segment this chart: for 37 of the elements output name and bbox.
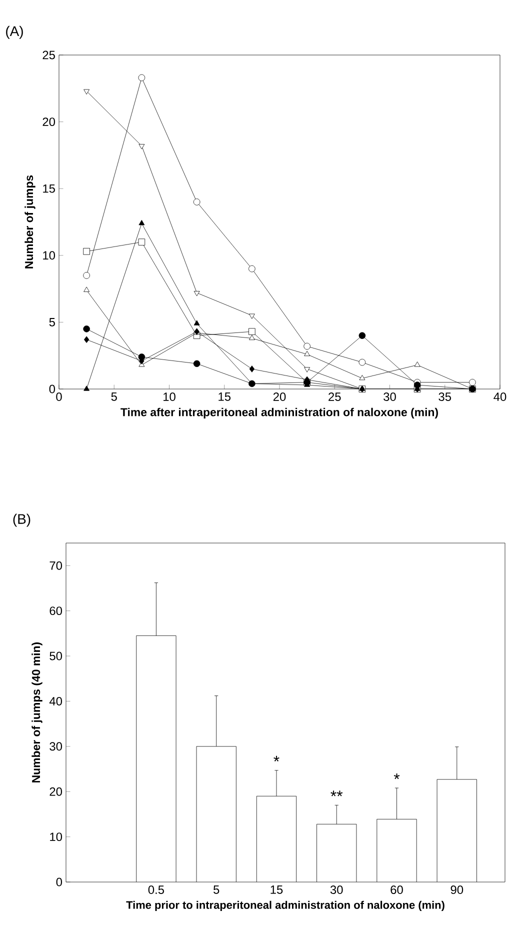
- annotation: **: [330, 790, 343, 796]
- y-tick-label: 30: [50, 742, 62, 751]
- x-tick-label: 30: [384, 392, 396, 401]
- x-tick-label: 25: [328, 392, 341, 401]
- x-tick-label: 20: [273, 392, 286, 401]
- y-tick-label: 60: [50, 606, 62, 616]
- y-tick-label: 40: [49, 696, 62, 706]
- x-tick-label: 0.5: [148, 886, 164, 894]
- y-tick-label: 20: [50, 787, 62, 796]
- y-axis-title: Number of jumps: [24, 175, 36, 268]
- chart-title: (B): [13, 514, 30, 527]
- y-axis-title: Number of jumps (40 min): [32, 642, 42, 782]
- y-tick-label: 25: [42, 50, 55, 60]
- x-tick-label: 60: [390, 886, 403, 894]
- y-tick-label: 10: [50, 832, 62, 842]
- x-axis-title: Time after intraperitoneal administration of naloxone (min): [120, 408, 438, 419]
- x-tick-label: 15: [270, 886, 283, 894]
- y-tick-label: 0: [49, 384, 56, 394]
- x-tick-label: 90: [450, 886, 464, 894]
- y-tick-label: 15: [43, 184, 55, 193]
- y-tick-label: 20: [42, 118, 56, 126]
- y-tick-label: 70: [50, 561, 62, 570]
- x-tick-label: 15: [218, 392, 231, 401]
- annotation: *: [274, 756, 280, 762]
- x-tick-label: 5: [214, 886, 220, 894]
- annotation: *: [394, 774, 400, 780]
- x-tick-label: 40: [494, 392, 506, 401]
- y-tick-label: 10: [43, 251, 56, 260]
- x-tick-label: 10: [164, 392, 176, 401]
- x-tick-label: 5: [111, 392, 117, 401]
- y-tick-label: 5: [49, 318, 55, 326]
- y-tick-label: 0: [56, 878, 62, 886]
- x-axis-title: Time prior to intraperitoneal administration of naloxone (min): [126, 900, 444, 912]
- y-tick-label: 50: [50, 652, 62, 660]
- chart-title: (A): [6, 26, 23, 39]
- x-tick-label: 30: [330, 886, 343, 894]
- x-tick-label: 35: [438, 392, 452, 401]
